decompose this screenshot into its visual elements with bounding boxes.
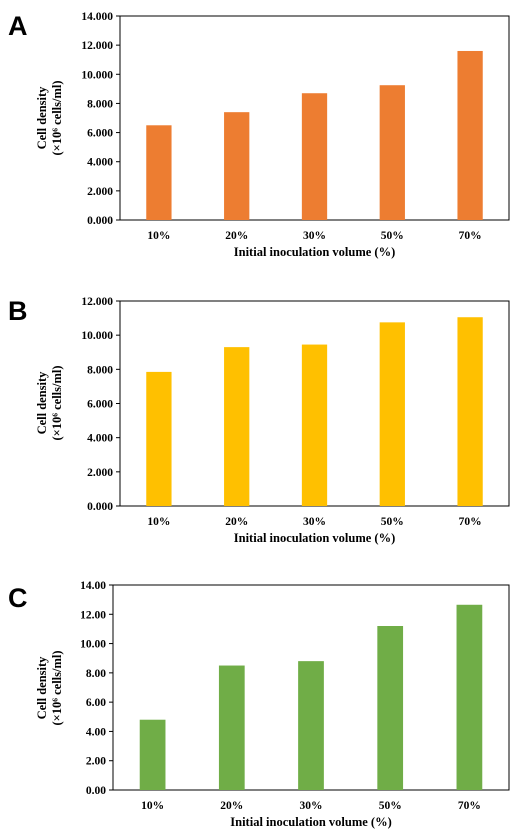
y-axis-title-line1: Cell density [35, 371, 49, 435]
y-tick-label: 6.000 [87, 399, 113, 411]
x-tick-label: 30% [303, 516, 326, 528]
y-tick-label: 0.00 [86, 785, 106, 797]
y-tick-label: 10.000 [81, 330, 113, 342]
x-tick-label: 10% [147, 516, 170, 528]
x-tick-label: 10% [141, 800, 164, 812]
y-tick-label: 8.000 [87, 364, 113, 376]
bar-50pct [379, 85, 405, 220]
chart-panel-b: B 0.000 2.000 4.000 6.000 8.000 10.000 12.000 10… [8, 296, 510, 545]
y-tick-label: 12.000 [81, 296, 113, 308]
y-axis-title-line2: (×10⁶ cells/ml) [50, 80, 64, 155]
x-tick-label: 20% [220, 800, 243, 812]
y-axis-title: Cell density(×10⁶ cells/ml) [35, 80, 64, 155]
chart-panel-a: A 0.000 2.000 4.000 6.000 8.000 10.000 12.000 14… [8, 11, 510, 259]
y-tick-label: 4.000 [87, 157, 113, 169]
bar-20pct [224, 112, 250, 220]
y-tick-label: 0.000 [87, 501, 113, 513]
y-tick-label: 14.000 [81, 11, 113, 23]
y-tick-label: 12.00 [80, 609, 106, 621]
bar-30pct [301, 93, 328, 220]
y-tick-label: 8.000 [87, 98, 113, 110]
x-tick-label: 10% [147, 230, 170, 242]
y-tick-label: 12.000 [81, 40, 113, 52]
bar-30pct [298, 661, 324, 790]
x-tick-label: 20% [225, 516, 248, 528]
y-tick-label: 10.00 [80, 639, 106, 651]
x-tick-label: 30% [303, 230, 326, 242]
y-axis-title-line2: (×10⁶ cells/ml) [50, 365, 64, 440]
x-tick-label: 20% [225, 230, 248, 242]
y-axis-title-line1: Cell density [35, 86, 49, 150]
y-tick-label: 8.00 [86, 668, 106, 680]
panel-label: C [8, 583, 28, 613]
x-tick-label: 70% [459, 516, 482, 528]
y-tick-label: 2.00 [86, 756, 106, 768]
x-axis-title: Initial inoculation volume (%) [230, 815, 391, 829]
bar-20pct [218, 665, 245, 790]
bar-10pct [146, 371, 172, 506]
bar-30pct [301, 344, 328, 506]
y-tick-label: 4.000 [87, 433, 113, 445]
bar-50pct [379, 322, 405, 506]
x-tick-label: 70% [459, 230, 482, 242]
y-tick-label: 4.00 [86, 726, 106, 738]
y-axis-title-line1: Cell density [35, 656, 49, 720]
bar-10pct [146, 125, 172, 220]
x-tick-label: 70% [458, 800, 481, 812]
y-tick-label: 6.000 [87, 128, 113, 140]
y-tick-label: 14.00 [80, 580, 106, 592]
x-axis-title: Initial inoculation volume (%) [234, 245, 395, 259]
x-tick-label: 50% [379, 800, 402, 812]
bar-10pct [139, 719, 166, 790]
y-tick-label: 6.00 [86, 697, 106, 709]
y-tick-label: 0.000 [87, 215, 113, 227]
y-axis-title: Cell density(×10⁶ cells/ml) [35, 365, 64, 440]
bar-70pct [457, 317, 483, 506]
x-tick-label: 50% [381, 516, 404, 528]
y-tick-label: 10.000 [81, 69, 113, 81]
bar-70pct [456, 604, 483, 790]
panel-label: A [8, 11, 28, 41]
bar-70pct [457, 50, 483, 220]
y-axis-title: Cell density(×10⁶ cells/ml) [35, 650, 64, 725]
bar-20pct [224, 347, 250, 506]
panel-label: B [8, 296, 28, 326]
x-tick-label: 50% [381, 230, 404, 242]
y-axis-title-line2: (×10⁶ cells/ml) [50, 650, 64, 725]
x-tick-label: 30% [300, 800, 323, 812]
y-tick-label: 2.000 [87, 186, 113, 198]
x-axis-title: Initial inoculation volume (%) [234, 531, 395, 545]
y-tick-label: 2.000 [87, 467, 113, 479]
chart-panel-c: C 0.00 2.00 4.00 6.00 8.00 10.00 12.00 14.00 10% 2… [8, 580, 510, 829]
bar-50pct [377, 626, 404, 790]
